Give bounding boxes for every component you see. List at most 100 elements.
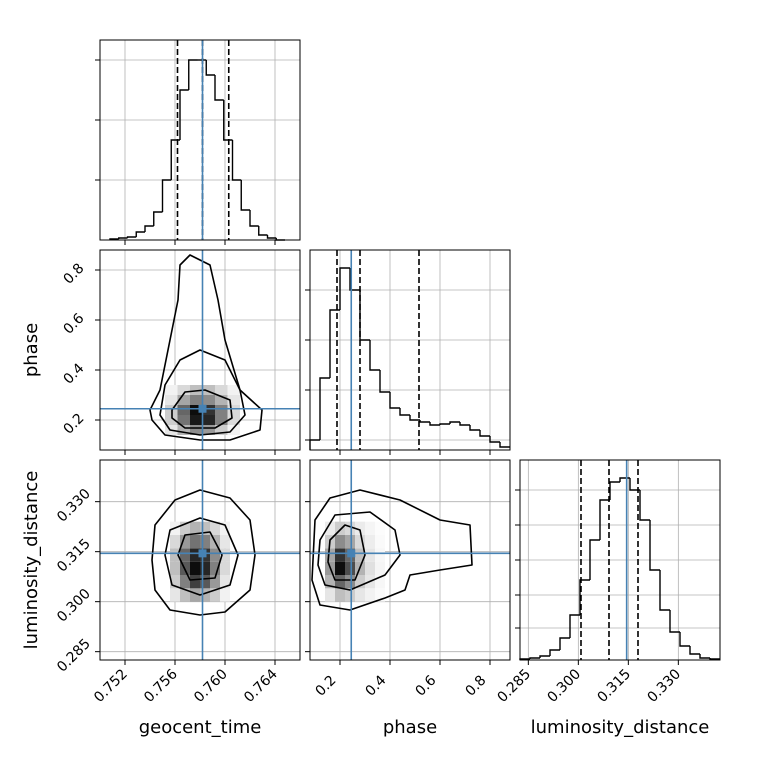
histogram-step: [205, 60, 215, 76]
truth-marker: [198, 404, 207, 413]
x-tick-label: 0.8: [462, 672, 489, 699]
density-cell: [165, 395, 178, 405]
density-cell: [190, 535, 200, 549]
density-cell: [335, 535, 345, 549]
histogram-step: [449, 421, 460, 424]
density-cell: [355, 521, 365, 535]
density-cell: [345, 561, 355, 575]
panel-background: [100, 40, 300, 240]
density-cell: [375, 588, 385, 602]
density-cell: [365, 548, 375, 562]
histogram-step: [499, 442, 510, 448]
density-cell: [190, 588, 200, 602]
histogram-step: [569, 614, 580, 638]
histogram-step: [579, 579, 590, 615]
density-cell: [227, 385, 240, 395]
density-cell: [190, 425, 203, 435]
density-cell: [220, 521, 230, 535]
density-cell: [355, 588, 365, 602]
density-cell: [190, 548, 200, 562]
panel: 0.752 0.756 0.760 0.764 0.285 0.300 0.315 0.330: [54, 459, 301, 706]
y-axis-title: phase: [21, 323, 42, 377]
density-cell: [220, 588, 230, 602]
y-tick-label: 0.315: [54, 536, 94, 576]
density-cell: [215, 385, 228, 395]
density-cell: [215, 415, 228, 425]
density-cell: [202, 405, 215, 415]
density-cell: [355, 548, 365, 562]
density-cell: [227, 395, 240, 405]
y-tick-label: 0.300: [54, 586, 94, 626]
histogram-step: [709, 658, 720, 660]
y-tick-label: 0.6: [60, 310, 87, 337]
density-cell: [190, 561, 200, 575]
histogram-step: [599, 499, 610, 540]
histogram-step: [223, 100, 233, 141]
density-cell: [220, 575, 230, 589]
y-tick-label: 0.8: [60, 260, 87, 287]
x-tick-label: 0.330: [645, 666, 685, 706]
panel: 0.2 0.4 0.6 0.8: [60, 249, 301, 455]
density-cell: [177, 415, 190, 425]
x-tick-label: 0.756: [141, 666, 181, 706]
histogram-step: [529, 657, 540, 659]
density-cell: [202, 395, 215, 405]
panel: 0.2 0.4 0.6 0.8: [305, 459, 511, 700]
histogram-step: [179, 89, 189, 140]
density-cell: [325, 548, 335, 562]
density-cell: [200, 561, 210, 575]
density-cell: [375, 575, 385, 589]
panel: [95, 39, 301, 245]
histogram-step: [589, 539, 600, 580]
histogram-step: [439, 423, 450, 425]
density-cell: [190, 385, 203, 395]
density-cell: [190, 405, 203, 415]
density-cell: [227, 405, 240, 415]
density-cell: [180, 521, 190, 535]
density-cell: [177, 425, 190, 435]
contour: [151, 489, 256, 616]
density-cell: [170, 575, 180, 589]
density-cell: [177, 395, 190, 405]
histogram-step: [679, 632, 690, 647]
density-cell: [375, 548, 385, 562]
density-cell: [220, 535, 230, 549]
x-axis-title: geocent_time: [139, 717, 262, 738]
density-cell: [200, 521, 210, 535]
density-cell: [215, 395, 228, 405]
density-cell: [220, 548, 230, 562]
histogram-step: [479, 430, 490, 437]
density-cell: [335, 548, 345, 562]
histogram-step: [266, 235, 277, 239]
histogram-step: [161, 179, 172, 212]
histogram-step: [214, 75, 224, 101]
histogram-step: [689, 646, 700, 655]
density-cell: [180, 588, 190, 602]
y-axis-title: luminosity_distance: [21, 471, 42, 650]
density-cell: [200, 588, 210, 602]
density-cell: [335, 521, 345, 535]
truth-marker: [347, 549, 356, 558]
histogram-step: [339, 267, 350, 310]
density-cell: [202, 385, 215, 395]
density-cell: [200, 575, 210, 589]
x-tick-label: 0.6: [412, 672, 439, 699]
histogram-step: [649, 520, 660, 571]
density-cell: [355, 535, 365, 549]
x-tick-label: 0.4: [362, 672, 389, 699]
histogram-step: [419, 420, 430, 423]
contour: [311, 489, 473, 611]
x-tick-label: 0.2: [312, 672, 339, 699]
panel-frame: [309, 249, 511, 451]
histogram-step: [389, 392, 400, 409]
density-cell: [170, 561, 180, 575]
histogram-step: [135, 231, 145, 237]
panel: [305, 249, 511, 455]
density-cell: [190, 521, 200, 535]
density-cell: [345, 521, 355, 535]
density-cell: [210, 575, 220, 589]
histogram-step: [489, 436, 500, 443]
density-cell: [325, 521, 335, 535]
density-cell: [365, 588, 375, 602]
histogram-step: [369, 340, 380, 371]
